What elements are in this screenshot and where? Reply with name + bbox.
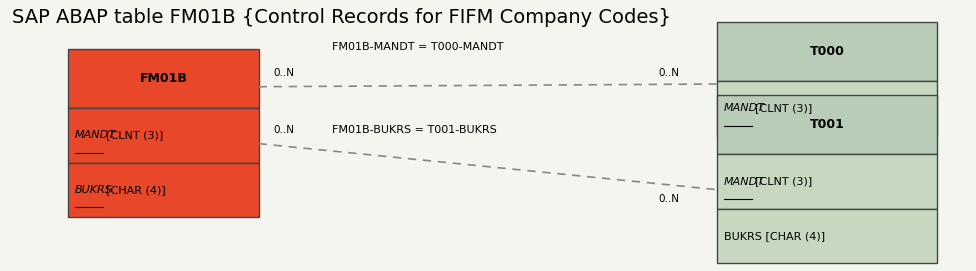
Text: FM01B: FM01B <box>140 72 187 85</box>
FancyBboxPatch shape <box>717 154 937 209</box>
Text: [CHAR (4)]: [CHAR (4)] <box>105 185 165 195</box>
Text: BUKRS [CHAR (4)]: BUKRS [CHAR (4)] <box>724 231 826 241</box>
Text: T001: T001 <box>810 118 844 131</box>
Text: SAP ABAP table FM01B {Control Records for FIFM Company Codes}: SAP ABAP table FM01B {Control Records fo… <box>12 8 671 27</box>
Text: [CLNT (3)]: [CLNT (3)] <box>105 131 163 140</box>
FancyBboxPatch shape <box>68 163 259 217</box>
Text: 0..N: 0..N <box>273 68 295 78</box>
Text: 0..N: 0..N <box>273 125 295 135</box>
FancyBboxPatch shape <box>717 22 937 81</box>
Text: [CLNT (3)]: [CLNT (3)] <box>754 177 812 186</box>
Text: [CLNT (3)]: [CLNT (3)] <box>754 104 812 113</box>
Text: FM01B-MANDT = T000-MANDT: FM01B-MANDT = T000-MANDT <box>332 43 504 52</box>
Text: 0..N: 0..N <box>659 194 680 204</box>
FancyBboxPatch shape <box>717 95 937 154</box>
Text: FM01B-BUKRS = T001-BUKRS: FM01B-BUKRS = T001-BUKRS <box>332 125 497 135</box>
Text: MANDT: MANDT <box>75 131 116 140</box>
FancyBboxPatch shape <box>68 49 259 108</box>
Text: T000: T000 <box>810 45 844 58</box>
Text: MANDT: MANDT <box>724 177 765 186</box>
Text: MANDT: MANDT <box>724 104 765 113</box>
FancyBboxPatch shape <box>717 209 937 263</box>
Text: BUKRS: BUKRS <box>75 185 113 195</box>
Text: 0..N: 0..N <box>659 68 680 78</box>
FancyBboxPatch shape <box>717 81 937 136</box>
FancyBboxPatch shape <box>68 108 259 163</box>
